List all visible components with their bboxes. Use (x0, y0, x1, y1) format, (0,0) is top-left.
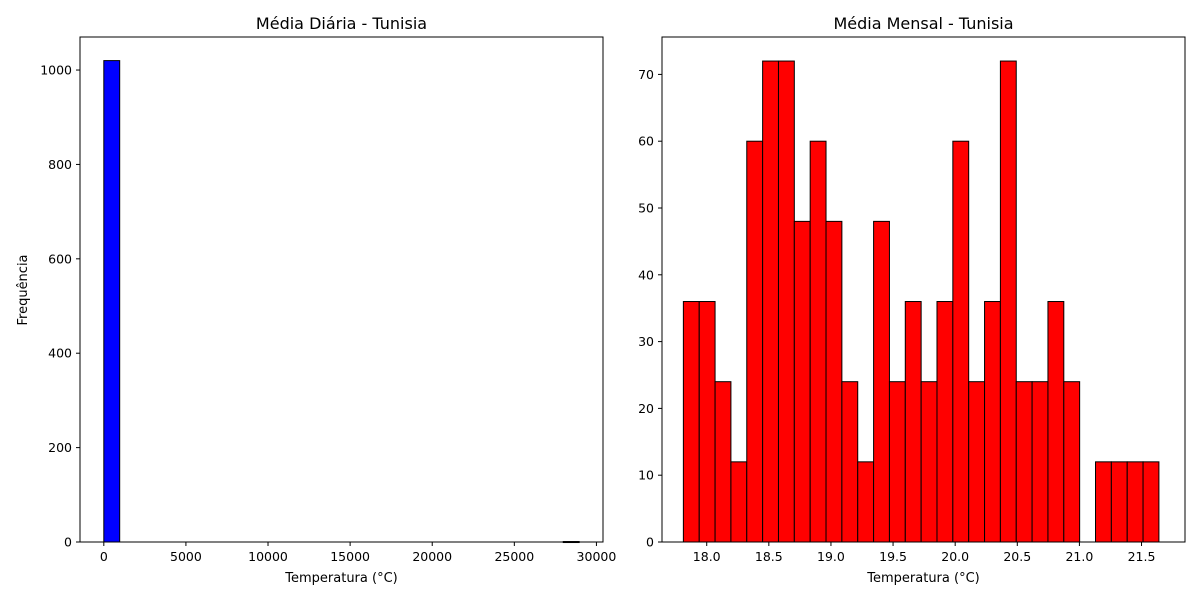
monthly-bar (698, 301, 716, 543)
daily-x-tick-label: 0 (100, 549, 108, 564)
daily-y-tick-label: 600 (48, 251, 72, 266)
daily-plot-frame (79, 36, 604, 543)
monthly-bars (682, 60, 1160, 543)
monthly-bar (793, 220, 811, 543)
daily-y-tick-label: 1000 (40, 63, 72, 78)
monthly-y-tick-label: 40 (638, 267, 654, 282)
daily-x-tick-label: 15000 (330, 549, 370, 564)
monthly-bar (952, 140, 970, 543)
daily-ticks: 0 5000 10000 15000 20000 25000 30000 0 200 400 600… (40, 63, 616, 564)
daily-bar (103, 60, 121, 543)
monthly-bar (730, 461, 748, 543)
monthly-bar (904, 301, 922, 543)
monthly-bar (873, 220, 890, 543)
daily-histogram-panel: Média Diária - Tunisia Temperatura (°C) … (16, 14, 616, 586)
monthly-y-tick-label: 10 (638, 468, 654, 483)
monthly-bar (1031, 381, 1049, 543)
monthly-bar (999, 60, 1017, 543)
monthly-bar (984, 301, 1001, 543)
monthly-x-tick-label: 18.5 (755, 549, 783, 564)
monthly-y-tick-label: 60 (638, 134, 654, 149)
monthly-bar (1110, 461, 1128, 543)
monthly-bar (1015, 381, 1033, 543)
monthly-bar (746, 140, 764, 543)
daily-x-tick-label: 20000 (412, 549, 452, 564)
monthly-bar (1047, 301, 1065, 543)
monthly-bar (1095, 461, 1112, 543)
monthly-y-tick-label: 70 (638, 67, 654, 82)
daily-y-tick-label: 200 (48, 440, 72, 455)
daily-x-axis-label: Temperatura (°C) (284, 571, 397, 586)
monthly-x-tick-label: 19.5 (879, 549, 907, 564)
monthly-bar (777, 60, 795, 543)
daily-x-tick-label: 30000 (577, 549, 617, 564)
monthly-y-tick-label: 30 (638, 334, 654, 349)
monthly-bar (888, 381, 906, 543)
daily-x-tick-label: 5000 (170, 549, 202, 564)
monthly-chart-title: Média Mensal - Tunisia (833, 14, 1013, 33)
monthly-y-tick-label: 50 (638, 201, 654, 216)
daily-y-axis-label: Frequência (16, 254, 31, 325)
daily-chart-title: Média Diária - Tunisia (256, 14, 427, 33)
monthly-bar (682, 301, 700, 543)
daily-y-tick-label: 0 (64, 535, 72, 550)
daily-x-tick-label: 25000 (494, 549, 534, 564)
daily-x-tick-label: 10000 (248, 549, 288, 564)
monthly-bar (920, 381, 938, 543)
daily-bars (103, 60, 580, 544)
monthly-bar (841, 381, 859, 543)
monthly-bar (1063, 381, 1081, 543)
monthly-x-axis-label: Temperatura (°C) (866, 571, 979, 586)
monthly-ticks: 18.0 18.5 19.0 19.5 20.0 20.5 21.0 21.5 0 10 20 30 4… (638, 67, 1155, 564)
monthly-bar (936, 301, 954, 543)
monthly-bar (762, 60, 779, 543)
monthly-bar (968, 381, 986, 543)
monthly-bar (809, 140, 827, 543)
daily-y-tick-label: 800 (48, 157, 72, 172)
monthly-bar (1126, 461, 1144, 543)
daily-y-tick-label: 400 (48, 346, 72, 361)
monthly-x-tick-label: 18.0 (693, 549, 721, 564)
monthly-x-tick-label: 21.5 (1128, 549, 1156, 564)
monthly-bar (1142, 461, 1160, 543)
monthly-plot-frame (661, 36, 1186, 543)
monthly-x-tick-label: 19.0 (817, 549, 845, 564)
monthly-bar (857, 461, 875, 543)
monthly-y-tick-label: 20 (638, 401, 654, 416)
monthly-y-tick-label: 0 (646, 535, 654, 550)
monthly-bar (714, 381, 732, 543)
monthly-x-tick-label: 21.0 (1065, 549, 1093, 564)
monthly-histogram-panel: Média Mensal - Tunisia Temperatura (°C) … (638, 14, 1186, 586)
monthly-x-tick-label: 20.5 (1003, 549, 1031, 564)
monthly-bar (825, 220, 843, 543)
monthly-x-tick-label: 20.0 (941, 549, 969, 564)
